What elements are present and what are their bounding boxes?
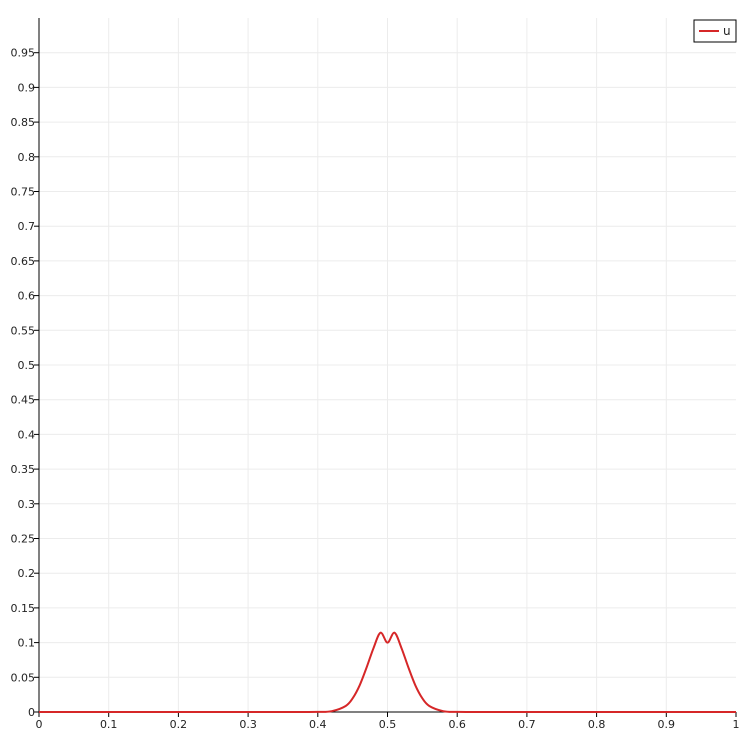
- ticks-layer: 0 0.1 0.2 0.3 0.4 0.5 0.6 0.7 0.8 0.9 1 0 0.05 0.1 0.1…: [11, 47, 740, 731]
- y-tick-label: 0.35: [11, 463, 36, 476]
- y-tick-label: 0.95: [11, 47, 36, 60]
- y-tick-label: 0.6: [18, 290, 36, 303]
- y-tick-label: 0.75: [11, 186, 36, 199]
- x-tick-label: 0: [36, 718, 43, 731]
- x-tick-label: 0.6: [448, 718, 466, 731]
- x-tick-label: 0.1: [100, 718, 118, 731]
- y-tick-label: 0.1: [18, 637, 36, 650]
- y-tick-label: 0.85: [11, 116, 36, 129]
- y-tick-label: 0.2: [18, 567, 36, 580]
- y-tick-label: 0.65: [11, 255, 36, 268]
- series-line-u: [39, 631, 736, 714]
- y-tick-label: 0.05: [11, 671, 36, 684]
- series-layer: [39, 631, 736, 714]
- x-tick-label: 0.4: [309, 718, 327, 731]
- y-tick-label: 0.15: [11, 602, 36, 615]
- x-tick-label: 0.3: [239, 718, 257, 731]
- x-tick-label: 0.2: [170, 718, 188, 731]
- y-tick-label: 0.5: [18, 359, 36, 372]
- y-tick-label: 0.7: [18, 220, 36, 233]
- y-tick-label: 0: [28, 706, 35, 719]
- y-tick-label: 0.45: [11, 394, 36, 407]
- legend-label-u: u: [723, 24, 731, 38]
- x-tick-label: 0.8: [588, 718, 606, 731]
- x-tick-label: 0.5: [379, 718, 397, 731]
- y-tick-label: 0.25: [11, 533, 36, 546]
- y-tick-label: 0.4: [18, 428, 36, 441]
- y-tick-label: 0.3: [18, 498, 36, 511]
- grid-layer: [39, 18, 736, 712]
- x-tick-label: 0.7: [518, 718, 536, 731]
- y-tick-label: 0.55: [11, 324, 36, 337]
- x-tick-label: 0.9: [658, 718, 676, 731]
- y-tick-label: 0.9: [18, 81, 36, 94]
- x-tick-label: 1: [733, 718, 740, 731]
- legend: u: [693, 19, 737, 43]
- y-tick-label: 0.8: [18, 151, 36, 164]
